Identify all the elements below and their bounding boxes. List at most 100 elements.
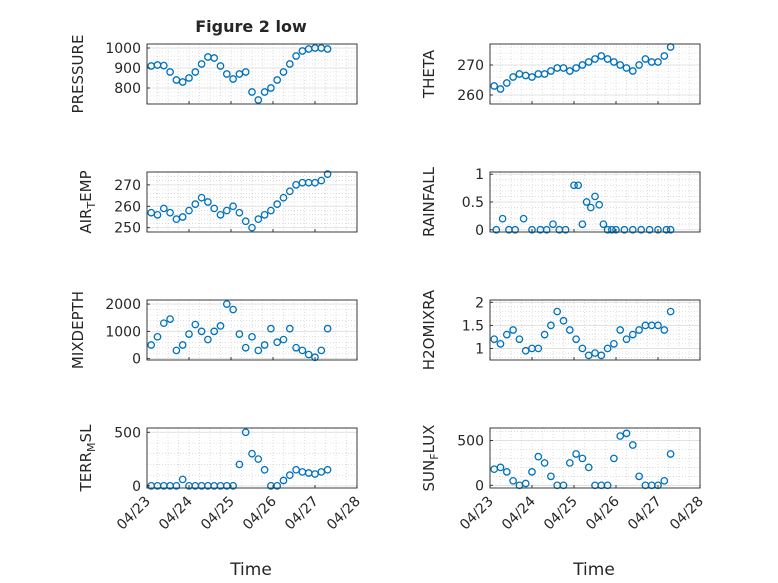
- data-point: [574, 181, 583, 190]
- data-point: [304, 350, 313, 359]
- data-point: [241, 428, 250, 437]
- data-point: [267, 84, 275, 92]
- data-point: [216, 62, 225, 70]
- data-point: [285, 471, 294, 479]
- subplot-rainfall: 0 0.5 1 RAINFALL: [420, 166, 701, 239]
- y-tick-label: 250: [114, 221, 141, 237]
- data-point: [298, 346, 307, 355]
- y-tick-label: 900: [114, 61, 141, 77]
- subplot-sun-flux: 0 500 04/23 04/24 04/25 04/26 04/27 04/28 SUNFLU…: [420, 425, 707, 534]
- axes-box: [146, 171, 358, 233]
- data-point: [628, 441, 637, 449]
- data-point: [285, 60, 294, 68]
- grid: [489, 172, 701, 232]
- data-point: [570, 181, 578, 190]
- data-point: [292, 343, 300, 352]
- y-tick-label: 2000: [105, 297, 141, 313]
- grid: [146, 171, 358, 233]
- data-point: [317, 346, 326, 355]
- data-point: [229, 305, 237, 314]
- y-tick-label: 1.5: [462, 318, 484, 334]
- data-point: [628, 330, 637, 339]
- data-point: [607, 225, 616, 234]
- data-point: [323, 45, 332, 53]
- data-point: [178, 475, 187, 484]
- data-point: [635, 61, 643, 69]
- axes-box: [146, 43, 358, 105]
- data-point: [549, 220, 557, 229]
- axes-box: [146, 427, 358, 489]
- data-point: [178, 78, 187, 86]
- x-axis-label-right: Time: [572, 560, 615, 580]
- data-point: [654, 321, 662, 330]
- data-point: [267, 206, 275, 215]
- series-air-temp: [147, 170, 332, 232]
- data-point: [509, 326, 517, 334]
- y-axis-label: THETA: [420, 49, 438, 99]
- data-point: [528, 73, 536, 81]
- data-point: [279, 335, 288, 344]
- data-point: [534, 452, 543, 461]
- data-point: [222, 70, 231, 78]
- data-point: [498, 214, 507, 223]
- y-tick-label: 0.5: [462, 195, 484, 211]
- y-axis-label: PRESSURE: [69, 35, 87, 114]
- figure-title: Figure 2 low: [195, 17, 307, 36]
- data-point: [595, 200, 604, 209]
- grid: [489, 44, 701, 104]
- data-point: [496, 463, 505, 472]
- data-point: [599, 220, 608, 229]
- data-point: [610, 454, 618, 463]
- grid: [146, 300, 358, 360]
- data-point: [254, 96, 263, 104]
- data-point: [210, 204, 219, 213]
- series-rainfall: [492, 181, 675, 234]
- data-point: [666, 450, 675, 458]
- data-point: [591, 192, 599, 201]
- data-point: [248, 332, 256, 341]
- data-point: [540, 70, 549, 78]
- data-point: [547, 321, 555, 330]
- data-point: [166, 315, 174, 323]
- data-point: [285, 187, 294, 196]
- data-point: [159, 61, 168, 70]
- data-point: [248, 449, 256, 458]
- data-point: [490, 82, 499, 90]
- y-tick-label: 1: [475, 167, 484, 183]
- data-point: [509, 73, 517, 81]
- data-point: [540, 459, 549, 467]
- data-point: [622, 429, 631, 438]
- data-point: [622, 64, 631, 72]
- data-point: [197, 60, 206, 68]
- data-point: [166, 68, 174, 76]
- data-point: [582, 198, 591, 206]
- grid: [146, 428, 358, 488]
- data-point: [591, 349, 599, 357]
- subplot-h2omixra: 1 1.5 2 H2OMIXRA: [420, 289, 701, 370]
- data-point: [229, 482, 237, 490]
- data-point: [635, 326, 643, 334]
- data-point: [511, 225, 520, 234]
- y-tick-label: 2: [475, 295, 484, 311]
- y-axis-label: AIRTEMP: [77, 170, 98, 233]
- data-point: [565, 67, 574, 75]
- data-point: [216, 211, 225, 219]
- series-h2omixra: [490, 307, 675, 360]
- data-point: [197, 193, 206, 202]
- data-point: [153, 211, 162, 219]
- y-tick-label: 1000: [105, 41, 141, 57]
- axes-box: [146, 299, 358, 361]
- data-point: [612, 225, 620, 234]
- data-point: [662, 225, 671, 234]
- data-point: [191, 68, 200, 76]
- data-point: [222, 206, 231, 215]
- data-point: [254, 455, 263, 463]
- y-axis-label: RAINFALL: [420, 166, 438, 237]
- data-point: [641, 55, 650, 63]
- data-point: [660, 326, 669, 334]
- x-tick-label: 04/27: [625, 494, 665, 534]
- data-point: [654, 481, 662, 490]
- x-tick-label: 04/25: [541, 494, 581, 534]
- data-point: [559, 316, 568, 325]
- data-point: [185, 330, 193, 338]
